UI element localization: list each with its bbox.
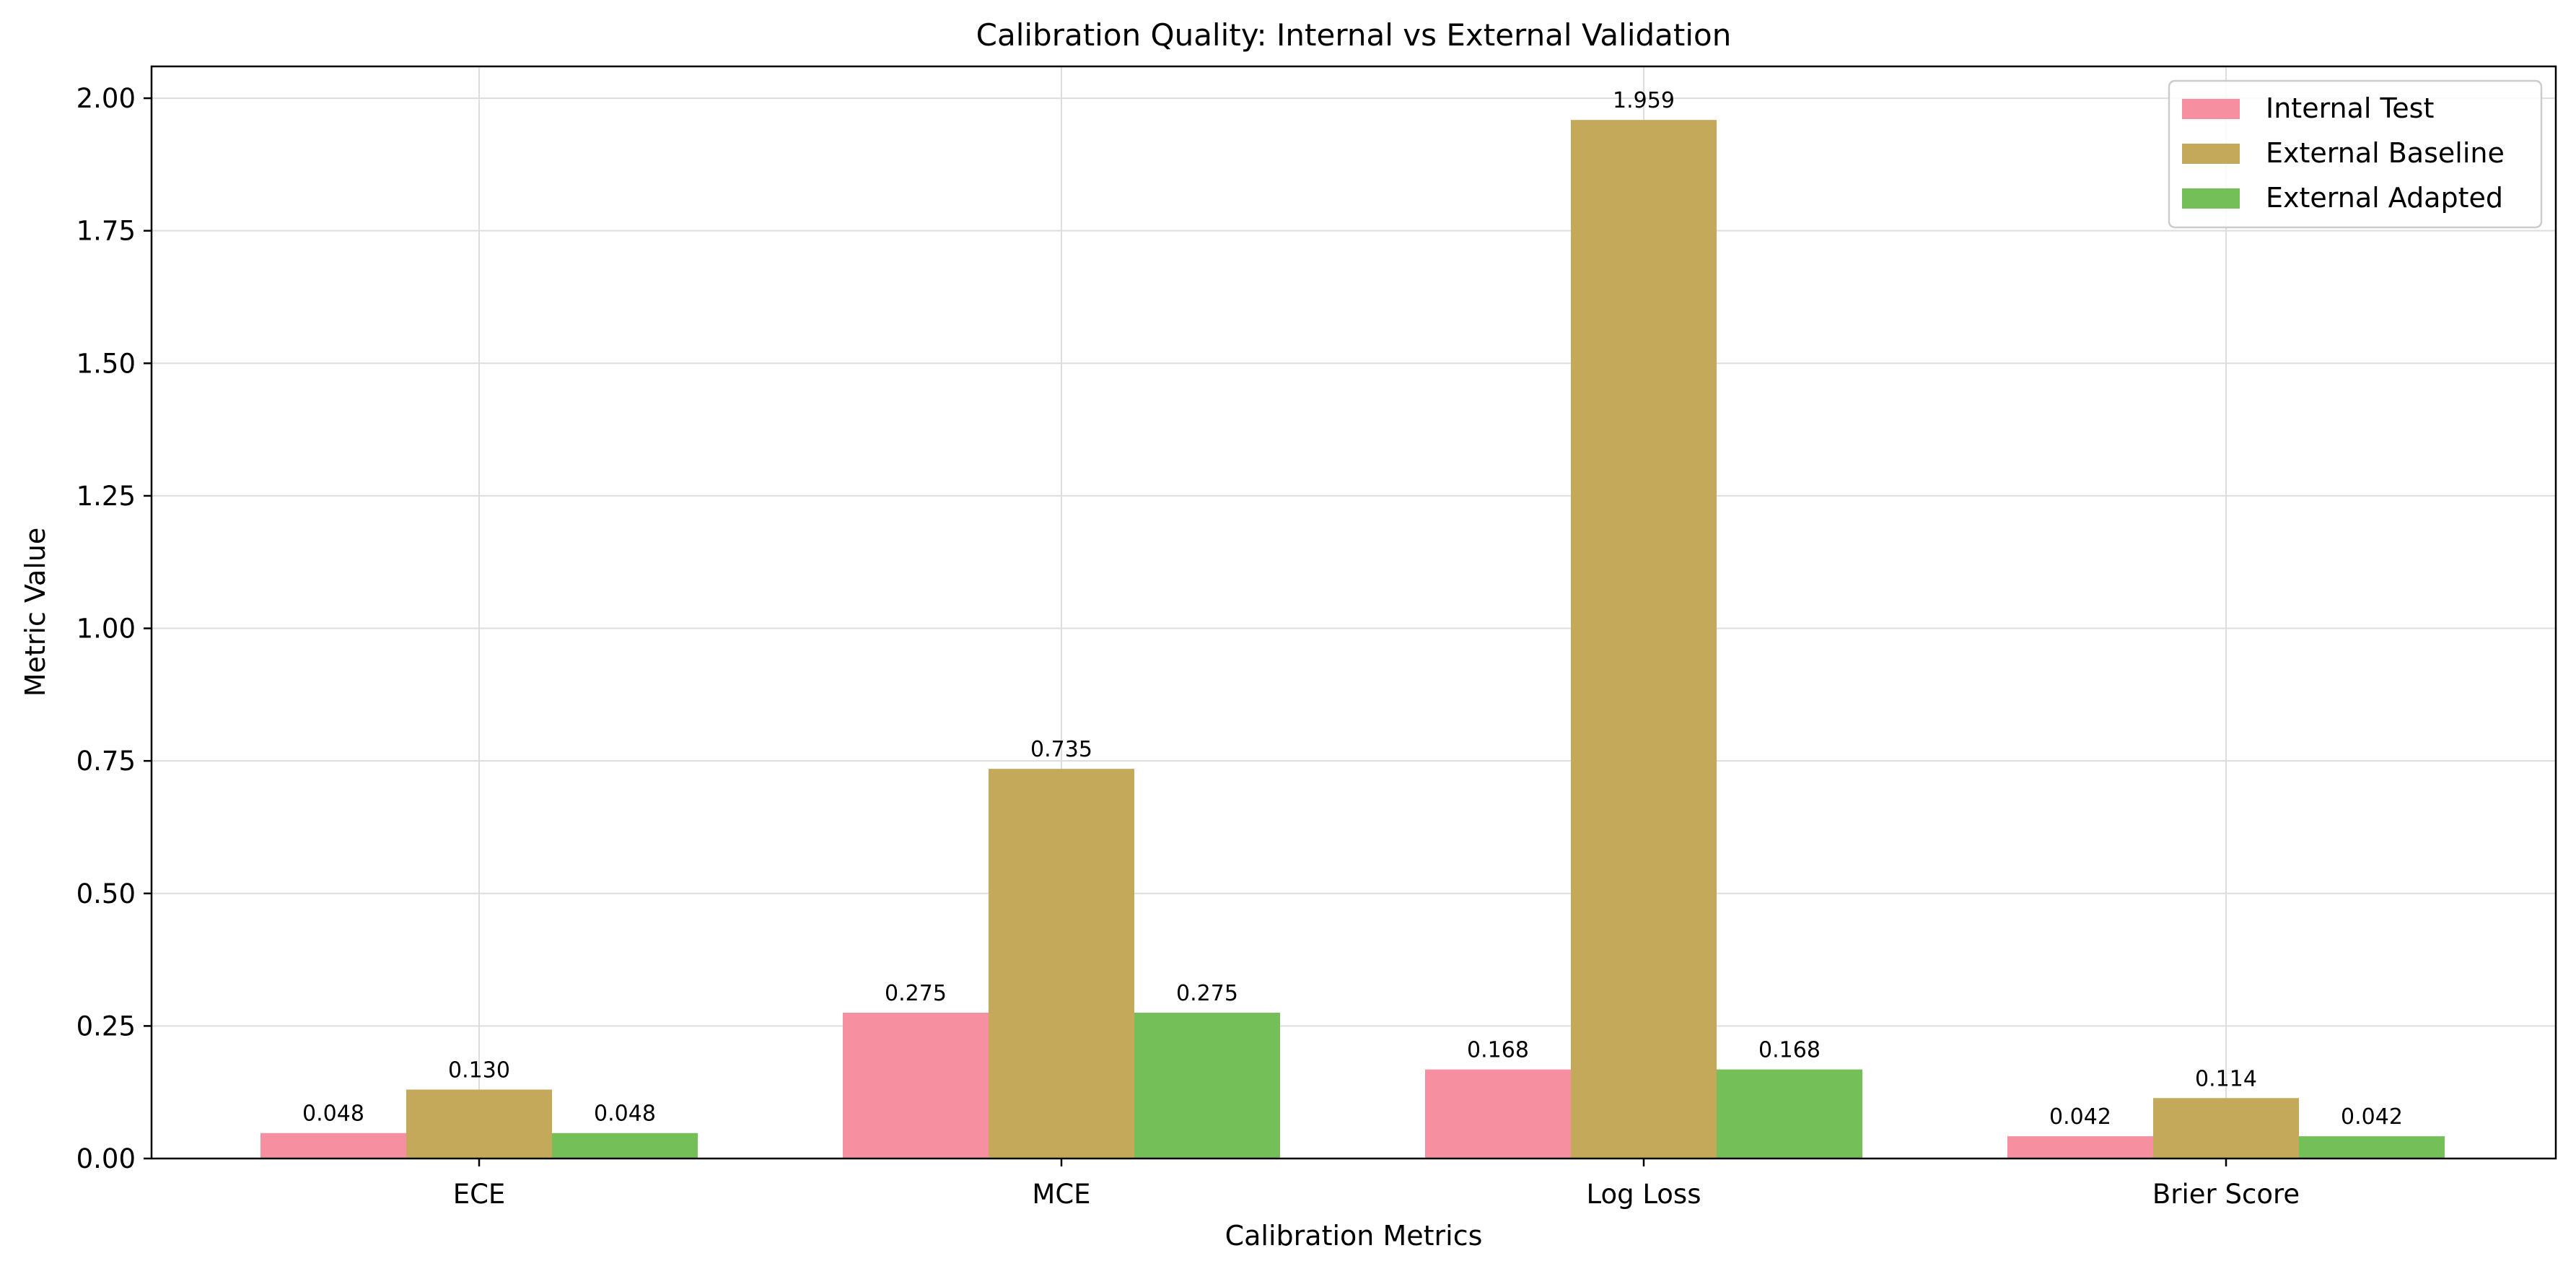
x-tick-label: Log Loss [1586, 1179, 1701, 1210]
bar-internal-test [260, 1133, 406, 1159]
bar-external-baseline [406, 1089, 552, 1159]
chart-title: Calibration Quality: Internal vs Externa… [976, 17, 1732, 53]
legend-swatch [2182, 144, 2240, 164]
grid-layer [152, 66, 2556, 1159]
data-label: 0.042 [2049, 1104, 2111, 1130]
x-axis-ticks: ECE MCE Log Loss Brier Score [453, 1159, 2300, 1210]
y-tick-label: 1.25 [76, 481, 136, 512]
bar-external-baseline [2153, 1098, 2299, 1159]
bar-internal-test [843, 1013, 989, 1159]
data-label: 0.735 [1030, 737, 1092, 762]
data-label: 0.168 [1467, 1038, 1529, 1063]
data-label: 0.042 [2341, 1104, 2403, 1130]
y-axis-ticks: 0.00 0.25 0.50 0.75 1.00 1.25 1.50 1.75 2.00 [76, 83, 152, 1174]
bar-internal-test [1425, 1069, 1571, 1159]
bar-external-baseline [1571, 120, 1717, 1159]
y-tick-label: 1.00 [76, 614, 136, 645]
legend-frame [2168, 79, 2543, 229]
y-tick-label: 0.75 [76, 746, 136, 777]
legend-swatch [2182, 188, 2240, 209]
y-tick-label: 0.50 [76, 878, 136, 909]
legend-entry: External Adapted [2266, 182, 2503, 214]
bar-external-baseline [989, 769, 1134, 1159]
x-tick-label: ECE [453, 1179, 506, 1210]
y-tick-label: 0.00 [76, 1143, 136, 1174]
legend-entry: Internal Test [2266, 92, 2434, 124]
data-label: 1.959 [1613, 88, 1675, 113]
legend-swatch [2182, 99, 2240, 119]
data-label: 0.275 [885, 981, 947, 1006]
data-label: 0.114 [2195, 1066, 2257, 1091]
bar-external-adapted [552, 1133, 698, 1159]
data-labels-layer: 0.048 0.275 0.168 0.042 0.130 0.735 1.959 0.114… [302, 88, 2403, 1130]
y-axis-label: Metric Value [19, 528, 51, 697]
x-axis-label: Calibration Metrics [1225, 1220, 1483, 1252]
x-tick-label: MCE [1032, 1179, 1090, 1210]
bar-external-adapted [1134, 1013, 1280, 1159]
legend-entry: External Baseline [2266, 137, 2505, 169]
bar-internal-test [2007, 1136, 2153, 1159]
data-label: 0.275 [1176, 981, 1238, 1006]
bars-layer [260, 120, 2445, 1159]
y-tick-label: 1.75 [76, 216, 136, 247]
y-tick-label: 1.50 [76, 348, 136, 379]
data-label: 0.048 [594, 1101, 656, 1127]
bar-external-adapted [1717, 1069, 1862, 1159]
bar-external-adapted [2299, 1136, 2445, 1159]
data-label: 0.048 [302, 1101, 364, 1127]
plot-frame [150, 65, 2557, 1160]
y-tick-label: 0.25 [76, 1011, 136, 1042]
legend: Internal Test External Baseline External A… [2168, 79, 2543, 229]
data-label: 0.168 [1758, 1038, 1821, 1063]
y-tick-label: 2.00 [76, 83, 136, 114]
data-label: 0.130 [448, 1058, 510, 1083]
x-tick-label: Brier Score [2152, 1179, 2300, 1210]
